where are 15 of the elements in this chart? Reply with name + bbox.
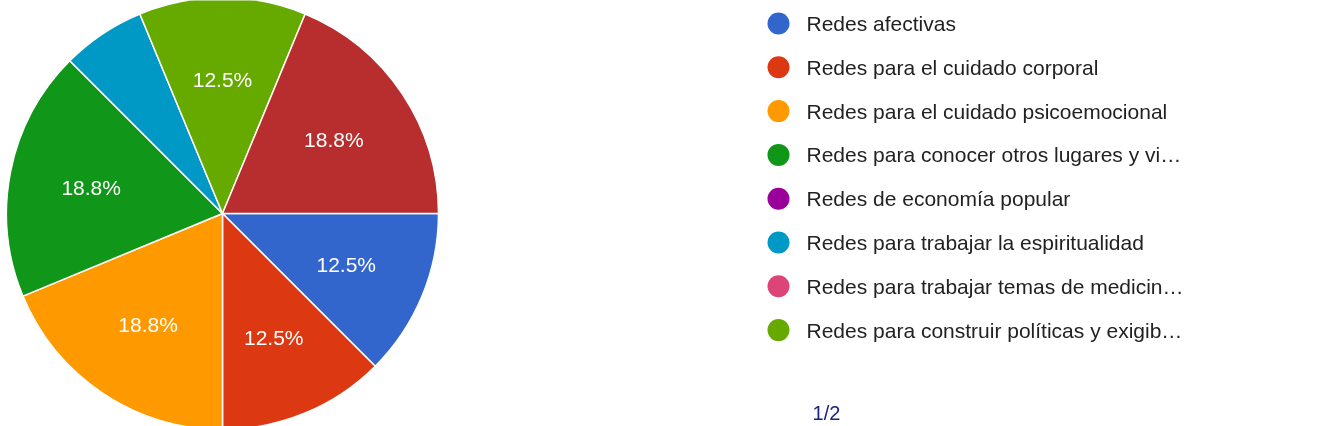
legend-label: Redes de economía popular: [806, 187, 1071, 211]
legend-label: Redes afectivas: [806, 12, 956, 35]
data-label: 12.5%: [316, 253, 376, 277]
legend-label: Redes para conocer otros lugares y vi…: [806, 143, 1182, 167]
text: 1/2: [812, 401, 841, 424]
data-label: 18.8%: [118, 313, 178, 337]
legend-label: Redes para trabajar temas de medicin…: [806, 274, 1184, 298]
legend-label: Redes para el cuidado psicoemocional: [806, 99, 1168, 123]
legend-label: Redes para construir políticas y exigib…: [806, 318, 1183, 342]
data-label: 12.5%: [192, 68, 253, 92]
data-label: 18.8%: [61, 175, 121, 199]
data-label: 12.5%: [243, 325, 304, 349]
data-label: 18.8%: [304, 127, 364, 151]
legend-label: Redes para el cuidado corporal: [806, 55, 1099, 79]
legend-label: Redes para trabajar la espiritualidad: [806, 231, 1144, 254]
